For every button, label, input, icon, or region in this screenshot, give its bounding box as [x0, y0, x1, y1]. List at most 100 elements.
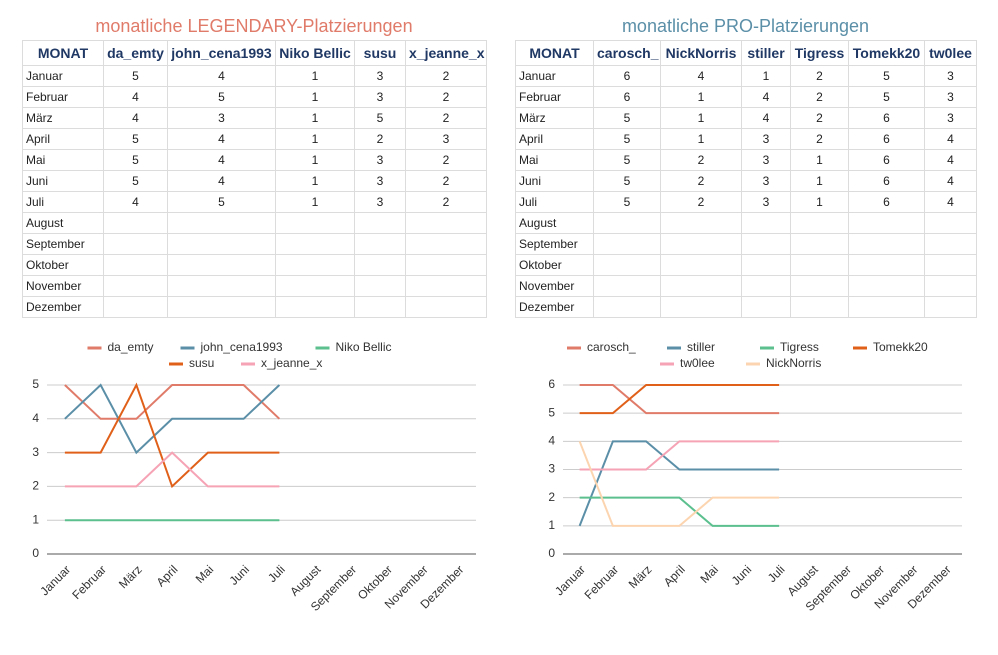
y-tick-label: 3: [548, 462, 555, 476]
table-cell: 2: [405, 149, 487, 171]
table-cell: [593, 275, 661, 297]
table-cell: 5: [593, 149, 661, 171]
x-tick-label: April: [154, 562, 181, 589]
table-cell: März: [515, 107, 594, 129]
table-cell: 4: [167, 65, 276, 87]
table-cell: 3: [924, 86, 977, 108]
table-cell: 4: [103, 86, 168, 108]
table-cell: [167, 254, 276, 276]
table-cell: 5: [103, 128, 168, 150]
table-cell: [660, 233, 742, 255]
table-cell: [924, 212, 977, 234]
header-cell: stiller: [741, 40, 791, 66]
table-cell: [103, 296, 168, 318]
x-tick-label: Juni: [729, 562, 754, 587]
table-cell: [275, 212, 355, 234]
table-cell: 1: [790, 191, 849, 213]
table-row: Dezember: [515, 296, 977, 318]
table-cell: Juni: [22, 170, 104, 192]
table-cell: 4: [103, 107, 168, 129]
x-tick-label: Mai: [697, 562, 721, 586]
series-line: [579, 384, 780, 415]
table-cell: [103, 233, 168, 255]
table-cell: [593, 233, 661, 255]
table-cell: 2: [790, 65, 849, 87]
table-title: monatliche LEGENDARY-Platzierungen: [95, 16, 413, 36]
table-cell: Februar: [22, 86, 104, 108]
header-row: MONAT carosch_ NickNorris stiller Tigress Tom…: [515, 40, 977, 66]
table-cell: Dezember: [22, 296, 104, 318]
x-tick-label: März: [626, 562, 655, 591]
table-cell: Oktober: [515, 254, 594, 276]
legend-label: x_jeanne_x: [261, 356, 322, 370]
y-tick-label: 5: [32, 377, 39, 391]
table-row: September: [515, 233, 977, 255]
table-cell: August: [22, 212, 104, 234]
table-row: November: [22, 275, 487, 297]
table-cell: [354, 275, 406, 297]
legend-label: susu: [189, 356, 214, 370]
table-cell: September: [515, 233, 594, 255]
table-cell: [741, 212, 791, 234]
table-row: Mai 5 2 3 1 6 4: [515, 149, 977, 171]
table-cell: [103, 212, 168, 234]
table-cell: 5: [167, 191, 276, 213]
table-cell: [354, 212, 406, 234]
table-cell: 3: [354, 86, 406, 108]
table-cell: 3: [354, 149, 406, 171]
table-cell: 1: [741, 65, 791, 87]
header-cell: da_emty: [103, 40, 168, 66]
table-cell: [741, 233, 791, 255]
y-tick-label: 1: [32, 512, 39, 526]
table-cell: November: [22, 275, 104, 297]
y-tick-label: 0: [548, 546, 555, 560]
table-row: Januar 5 4 1 3 2: [22, 65, 487, 87]
table-row: Juni 5 2 3 1 6 4: [515, 170, 977, 192]
table-cell: 5: [593, 191, 661, 213]
table-cell: [848, 212, 925, 234]
table-cell: 1: [660, 86, 742, 108]
table-row: August: [22, 212, 487, 234]
x-tick-label: Juni: [227, 562, 252, 587]
y-tick-label: 3: [32, 445, 39, 459]
table-cell: [275, 254, 355, 276]
table-cell: [924, 233, 977, 255]
y-tick-label: 4: [32, 411, 39, 425]
table-row: Februar 6 1 4 2 5 3: [515, 86, 977, 108]
table-cell: 4: [741, 86, 791, 108]
table-cell: 1: [275, 65, 355, 87]
table-cell: 2: [790, 86, 849, 108]
table-cell: 6: [848, 191, 925, 213]
table-cell: 3: [405, 128, 487, 150]
table-row: Juni 5 4 1 3 2: [22, 170, 487, 192]
table-cell: [924, 296, 977, 318]
header-row: MONAT da_emty john_cena1993 Niko Bellic susu…: [22, 40, 487, 66]
series-line: [64, 384, 281, 420]
table-cell: [660, 254, 742, 276]
table-cell: [103, 254, 168, 276]
table-cell: 6: [848, 128, 925, 150]
legend-label: john_cena1993: [200, 340, 283, 354]
table-cell: 3: [924, 107, 977, 129]
legend-label: stiller: [687, 340, 715, 354]
table-cell: [354, 254, 406, 276]
table-cell: Juli: [22, 191, 104, 213]
table-cell: 1: [275, 107, 355, 129]
series-line: [579, 496, 780, 527]
header-cell: Tigress: [790, 40, 849, 66]
table-cell: [741, 296, 791, 318]
table-cell: 2: [405, 170, 487, 192]
table-cell: 3: [354, 170, 406, 192]
table-cell: 2: [405, 191, 487, 213]
table-cell: [275, 275, 355, 297]
table-cell: 4: [167, 149, 276, 171]
table-cell: [593, 254, 661, 276]
table-row: Oktober: [22, 254, 487, 276]
header-cell: carosch_: [593, 40, 661, 66]
table-cell: [405, 275, 487, 297]
header-cell: john_cena1993: [167, 40, 276, 66]
table-cell: 5: [593, 170, 661, 192]
table-row: Dezember: [22, 296, 487, 318]
table-cell: August: [515, 212, 594, 234]
